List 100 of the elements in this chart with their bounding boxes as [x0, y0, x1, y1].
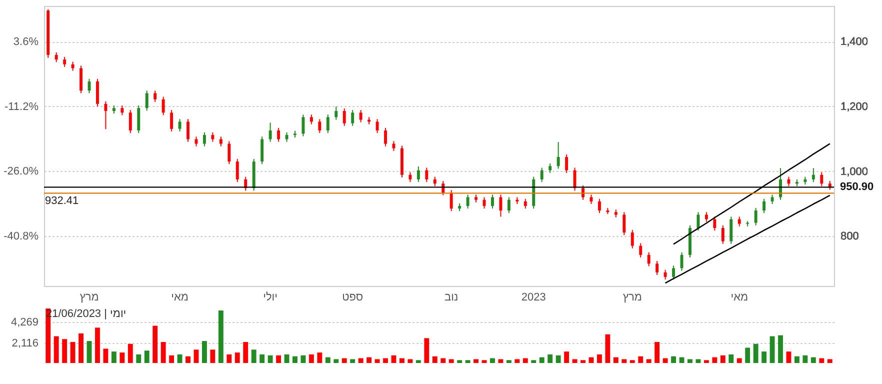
candlestick — [416, 166, 420, 182]
bar — [424, 338, 430, 363]
candlestick — [236, 158, 239, 182]
bar — [662, 358, 668, 363]
bar — [169, 355, 174, 363]
y-tick-label: 1,200 — [840, 100, 868, 113]
candlestick — [342, 108, 346, 126]
bar — [350, 359, 356, 363]
candlestick — [540, 167, 544, 182]
bar — [70, 342, 76, 363]
y-tick-label: 4,269 — [10, 316, 38, 329]
candlestick — [647, 252, 650, 267]
candlestick — [565, 154, 568, 174]
bar — [753, 344, 758, 363]
candlestick — [598, 198, 601, 214]
bar — [128, 344, 133, 363]
candlestick — [548, 163, 552, 174]
bar — [308, 354, 314, 363]
bar — [103, 348, 108, 363]
bar — [482, 360, 487, 363]
bar — [260, 354, 265, 363]
bar — [696, 359, 701, 363]
candlestick — [54, 52, 58, 63]
bar — [210, 350, 216, 363]
candlestick — [622, 212, 626, 236]
bar — [292, 356, 298, 363]
bar — [688, 359, 692, 363]
candlestick — [96, 78, 99, 107]
candlestick — [664, 269, 667, 280]
bar — [564, 352, 570, 363]
candlestick — [359, 110, 362, 123]
bar — [605, 334, 610, 363]
bar — [111, 352, 116, 363]
x-tick-label: נוב — [444, 292, 458, 304]
bar — [440, 358, 446, 363]
bar — [539, 357, 544, 363]
bar — [284, 354, 290, 363]
candlestick — [499, 194, 502, 218]
candlestick — [696, 212, 700, 232]
bar — [268, 355, 273, 363]
candlestick — [376, 118, 379, 134]
candlestick — [310, 114, 313, 125]
bar — [251, 350, 256, 363]
candlestick — [120, 104, 124, 116]
bar — [325, 357, 330, 363]
candlestick — [713, 216, 716, 232]
bar — [54, 336, 59, 363]
candlestick — [318, 118, 322, 134]
bar — [234, 352, 240, 363]
bar — [95, 328, 100, 363]
candlestick — [268, 122, 272, 142]
candlestick — [425, 167, 428, 182]
candlestick — [433, 176, 436, 187]
x-tick-label: מרץ — [80, 292, 99, 304]
bar — [383, 358, 388, 363]
bar — [810, 357, 816, 363]
candlestick — [630, 229, 634, 249]
candlestick — [556, 142, 560, 170]
candlestick — [820, 172, 824, 187]
bar — [654, 342, 660, 363]
bar — [226, 354, 232, 363]
y2-tick-label: -11.2% — [4, 100, 39, 113]
bar — [728, 354, 734, 363]
candlestick — [334, 106, 338, 120]
bar — [819, 358, 824, 363]
candlestick — [80, 65, 83, 94]
candlestick — [721, 224, 724, 244]
bar — [448, 359, 454, 363]
candlestick — [656, 260, 659, 276]
candlestick — [672, 265, 676, 280]
bar — [78, 333, 84, 363]
x-tick-label: מאי — [730, 292, 748, 304]
candlestick — [154, 90, 157, 102]
bar — [86, 341, 92, 363]
ref-line-label: 950.90 — [840, 181, 874, 194]
bar — [490, 358, 495, 363]
candlestick — [202, 132, 206, 147]
bar — [498, 359, 504, 363]
candlestick — [573, 167, 576, 192]
bar — [342, 358, 347, 363]
bar — [720, 355, 726, 363]
candlestick — [392, 140, 396, 152]
bar — [762, 352, 767, 363]
bar — [712, 357, 718, 363]
candlestick — [704, 212, 708, 222]
candlestick — [326, 114, 330, 134]
bar — [366, 357, 372, 363]
bar — [622, 359, 627, 363]
bar — [218, 310, 224, 363]
bar — [827, 359, 832, 363]
y-tick-label: 2,116 — [12, 337, 38, 350]
y-tick-label: 800 — [840, 230, 859, 243]
y-tick-label: 1,400 — [840, 36, 868, 48]
bar — [794, 356, 800, 363]
bar — [580, 360, 586, 363]
candlestick — [302, 114, 305, 137]
bar — [778, 335, 783, 363]
bar — [152, 326, 158, 363]
bar — [400, 358, 404, 363]
candlestick — [145, 90, 148, 112]
